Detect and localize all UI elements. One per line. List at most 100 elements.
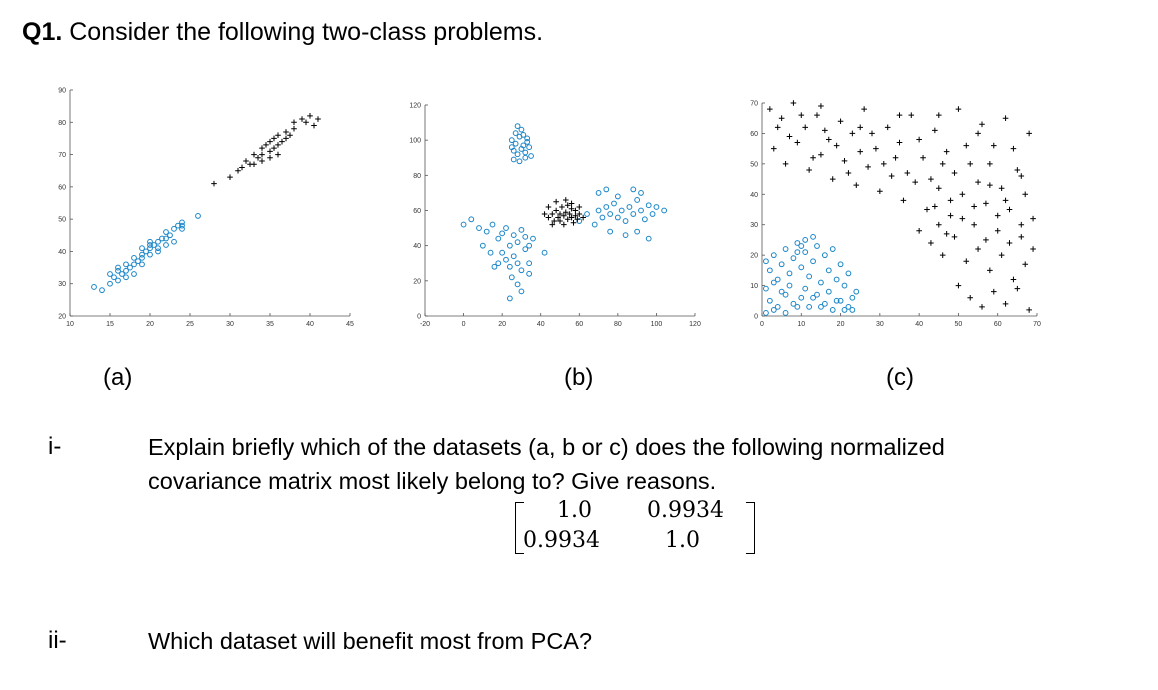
series-plus — [211, 113, 321, 187]
plus-point — [574, 216, 581, 223]
circle-point — [518, 267, 525, 274]
y-tick-label: 20 — [58, 314, 66, 321]
plus-point — [562, 209, 569, 216]
x-tick-label: 40 — [537, 321, 545, 328]
scatter-plot-c: 0 10 20 30 40 50 60 70 0 10 20 30 40 50 60 70 — [750, 100, 1041, 328]
plus-point — [545, 204, 552, 210]
circle-point — [794, 303, 801, 310]
circle-point — [626, 204, 633, 210]
plus-point — [275, 142, 281, 148]
y-tick-label: 80 — [58, 120, 66, 127]
circle-point — [849, 307, 856, 313]
circle-point — [514, 151, 521, 158]
plus-point — [1002, 197, 1009, 204]
circle-point — [763, 310, 769, 316]
circle-point — [622, 232, 629, 239]
matrix-left-bracket — [515, 502, 524, 554]
plus-point — [568, 205, 575, 212]
circle-point — [489, 221, 496, 228]
circle-point — [798, 294, 805, 301]
plus-point — [818, 103, 824, 109]
plus-point — [829, 176, 836, 182]
circle-point — [171, 238, 177, 245]
plus-point — [235, 167, 241, 174]
plus-point — [271, 145, 277, 151]
plus-point — [849, 130, 856, 137]
circle-point — [115, 264, 121, 271]
circle-point — [518, 146, 525, 152]
circle-point — [786, 282, 793, 289]
x-tick-label: 60 — [575, 321, 583, 328]
plus-point — [553, 198, 559, 205]
plus-point — [1030, 215, 1036, 222]
circle-point — [833, 297, 840, 304]
circle-point — [514, 260, 521, 267]
y-tick-label: 20 — [413, 278, 421, 285]
plus-point — [955, 106, 962, 112]
plus-point — [900, 197, 907, 204]
circle-point — [645, 202, 652, 209]
plus-point — [975, 246, 981, 252]
y-tick-label: 10 — [750, 283, 758, 290]
circle-point — [147, 238, 153, 245]
circle-point — [508, 144, 515, 151]
circle-point — [503, 225, 509, 231]
plus-point — [1010, 145, 1017, 152]
circle-point — [607, 211, 614, 217]
circle-point — [622, 218, 629, 224]
circle-point — [825, 267, 832, 274]
plus-point — [818, 151, 824, 158]
plus-point — [279, 138, 285, 145]
plus-point — [551, 218, 558, 224]
plus-point — [916, 136, 922, 143]
circle-point — [163, 229, 169, 235]
plus-point — [549, 211, 556, 217]
plus-point — [955, 282, 962, 289]
sub-question-i-line2: covariance matrix most likely belong to?… — [148, 468, 717, 494]
plus-point — [971, 221, 977, 228]
circle-point — [837, 297, 844, 304]
circle-point — [155, 238, 161, 245]
plus-point — [987, 182, 993, 188]
plus-point — [291, 119, 297, 126]
x-tick-label: 15 — [106, 321, 114, 328]
circle-point — [790, 255, 797, 262]
panel-label-b: (b) — [564, 364, 594, 391]
plus-point — [1002, 115, 1009, 122]
question-title-text: Consider the following two-class problem… — [69, 18, 544, 46]
circle-point — [512, 130, 519, 137]
plus-point — [896, 112, 903, 118]
x-tick-label: -20 — [420, 321, 430, 328]
y-tick-label: 60 — [750, 131, 758, 138]
circle-point — [179, 219, 185, 226]
circle-point — [599, 214, 606, 221]
plus-point — [287, 132, 293, 138]
circle-point — [107, 271, 113, 277]
circle-point — [818, 279, 824, 286]
plus-point — [782, 161, 789, 167]
x-tick-label: 60 — [994, 321, 1002, 328]
circle-point — [155, 248, 161, 255]
circle-point — [476, 225, 482, 231]
circle-point — [147, 245, 153, 252]
plus-point — [541, 211, 548, 217]
plus-point — [943, 231, 950, 237]
circle-point — [818, 303, 824, 310]
circle-point — [649, 211, 656, 217]
circle-point — [526, 270, 533, 277]
circle-point — [522, 233, 529, 240]
circle-point — [618, 207, 625, 214]
plus-point — [267, 155, 273, 161]
circle-point — [147, 251, 153, 258]
plus-point — [263, 142, 269, 148]
plus-point — [935, 112, 942, 118]
circle-point — [151, 242, 157, 248]
plus-point — [311, 122, 317, 129]
plus-point — [880, 161, 887, 167]
plus-point — [975, 130, 981, 137]
circle-point — [179, 225, 185, 232]
circle-point — [603, 186, 610, 193]
plus-point — [271, 135, 277, 142]
plus-point — [566, 211, 573, 217]
